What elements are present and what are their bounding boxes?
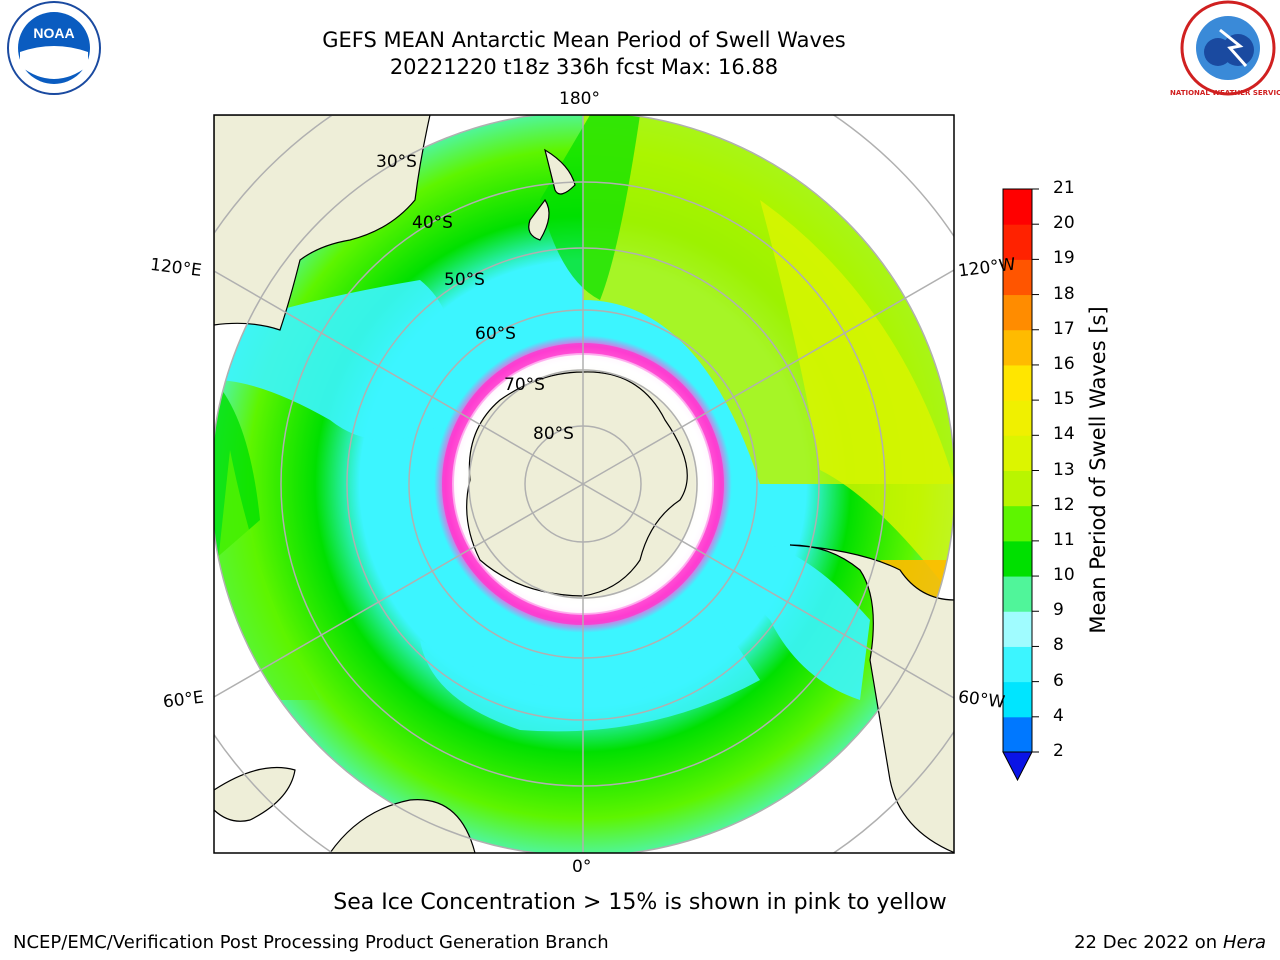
colorbar-tick-label: 17 <box>1053 318 1075 339</box>
date-text: 22 Dec 2022 on Hera <box>1074 932 1266 953</box>
colorbar-segment <box>1003 681 1032 718</box>
colorbar <box>1002 188 1039 782</box>
colorbar-segment <box>1003 329 1032 366</box>
host-name: Hera <box>1222 932 1266 953</box>
colorbar-tick-label: 15 <box>1053 389 1075 410</box>
lon-label-180: 180° <box>559 89 600 109</box>
lon-label-0: 0° <box>572 857 592 877</box>
colorbar-tick-label: 12 <box>1053 494 1075 515</box>
colorbar-extend-arrow <box>1002 751 1033 782</box>
colorbar-segment <box>1003 576 1032 612</box>
colorbar-tick-label: 21 <box>1053 178 1075 198</box>
lat-label-50s: 50°S <box>444 270 485 290</box>
colorbar-tick-label: 10 <box>1053 565 1075 586</box>
colorbar-segment <box>1003 435 1032 471</box>
noaa-logo: NOAA <box>7 1 101 95</box>
colorbar-tick-label: 13 <box>1053 459 1075 480</box>
colorbar-tick-label: 2 <box>1053 741 1064 761</box>
colorbar-segment <box>1003 189 1032 225</box>
new-zealand <box>528 148 576 241</box>
south-america <box>789 544 954 853</box>
madagascar <box>214 766 296 822</box>
colorbar-segment <box>1003 540 1032 577</box>
colorbar-tick-label: 8 <box>1053 635 1064 656</box>
lat-label-70s: 70°S <box>504 375 545 395</box>
colorbar-label: Mean Period of Swell Waves [s] <box>1086 306 1110 634</box>
colorbar-tick-label: 18 <box>1053 283 1075 304</box>
colorbar-segment <box>1003 224 1032 260</box>
colorbar-tick-label: 6 <box>1053 670 1064 691</box>
africa <box>329 799 476 853</box>
colorbar-tick-label: 16 <box>1053 353 1075 374</box>
noaa-logo-text: NOAA <box>33 25 74 41</box>
colorbar-segment <box>1003 646 1032 683</box>
map-panel <box>214 115 954 853</box>
colorbar-segment <box>1003 611 1032 647</box>
lat-label-40s: 40°S <box>412 213 453 233</box>
colorbar-tick-label: 20 <box>1053 213 1075 234</box>
chart-title: GEFS MEAN Antarctic Mean Period of Swell… <box>322 28 846 52</box>
colorbar-tick-label: 9 <box>1053 600 1064 621</box>
colorbar-tick-label: 19 <box>1053 248 1075 269</box>
colorbar-segment <box>1003 400 1032 436</box>
nws-logo-text: NATIONAL WEATHER SERVICE <box>1170 89 1280 97</box>
colorbar-tick-label: 14 <box>1053 424 1075 445</box>
colorbar-tick-label: 4 <box>1053 705 1064 726</box>
nws-logo: NATIONAL WEATHER SERVICE <box>1170 0 1280 97</box>
colorbar-segment <box>1003 716 1032 753</box>
credit-text: NCEP/EMC/Verification Post Processing Pr… <box>13 932 609 953</box>
colorbar-segment <box>1003 364 1032 401</box>
graticule <box>214 115 954 853</box>
colorbar-segment <box>1003 505 1032 542</box>
lat-label-60s: 60°S <box>475 324 516 344</box>
chart-subtitle: 20221220 t18z 336h fcst Max: 16.88 <box>389 55 779 79</box>
date-value: 22 Dec 2022 on <box>1074 932 1218 953</box>
colorbar-segment <box>1003 294 1032 331</box>
colorbar-segment <box>1003 470 1032 507</box>
sea-ice-note: Sea Ice Concentration > 15% is shown in … <box>333 890 947 915</box>
map-frame <box>213 114 955 854</box>
lat-label-80s: 80°S <box>533 424 574 444</box>
colorbar-tick-label: 11 <box>1053 529 1075 550</box>
colorbar-segment <box>1003 259 1032 296</box>
lat-label-30s: 30°S <box>376 152 417 172</box>
